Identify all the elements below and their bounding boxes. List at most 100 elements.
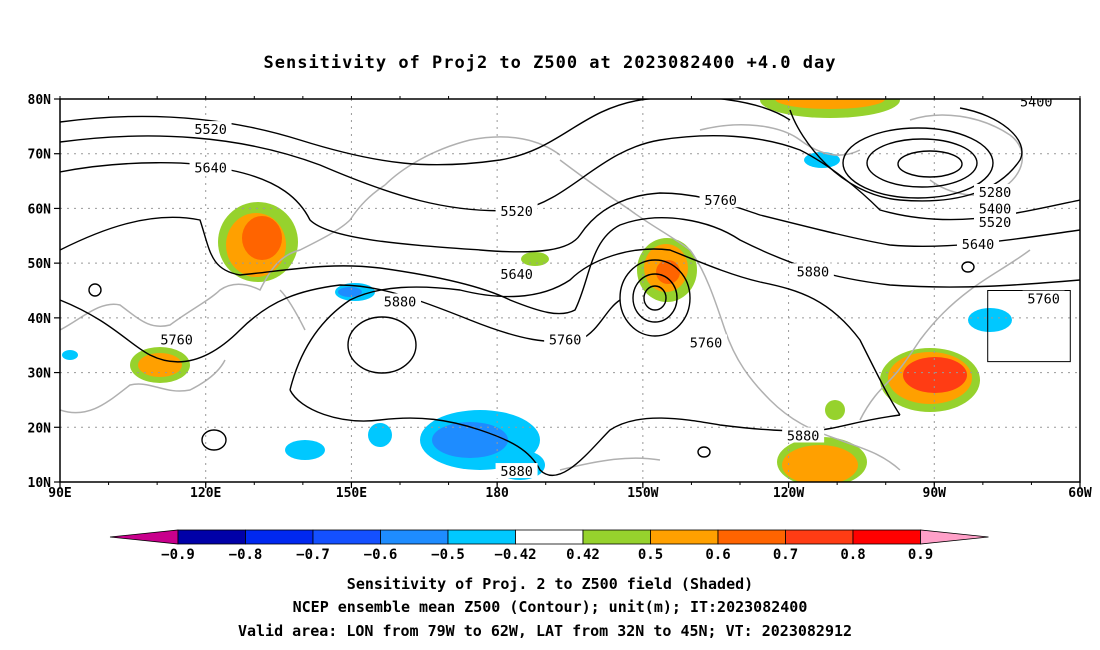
shade-positive-mexico-core bbox=[782, 445, 858, 482]
contour-label: 5520 bbox=[495, 203, 538, 220]
shade-negative-atlantic bbox=[968, 308, 1012, 332]
shade-positive-gulf bbox=[825, 400, 845, 420]
lat-tick-label: 70N bbox=[28, 148, 52, 163]
contour-label: 5640 bbox=[189, 159, 232, 176]
shade-positive-japan-max bbox=[242, 216, 282, 260]
lon-tick-label: 120E bbox=[190, 486, 221, 501]
contour-label: 5760 bbox=[699, 192, 742, 209]
colorbar-cell bbox=[650, 529, 719, 545]
shade-positive-greenland-core bbox=[775, 99, 885, 109]
coastlines bbox=[60, 114, 1031, 471]
contour-label-text: 5880 bbox=[384, 294, 417, 310]
contour-label-text: 5760 bbox=[704, 193, 737, 209]
contour-label-bg bbox=[379, 293, 421, 309]
colorbar-label: 0.7 bbox=[773, 547, 798, 563]
map-background bbox=[60, 99, 1080, 482]
colorbar-label: 0.5 bbox=[638, 547, 663, 563]
contour-label-text: 5880 bbox=[797, 264, 830, 280]
lon-tick-label: 150E bbox=[336, 486, 367, 501]
map-frame bbox=[59, 98, 1081, 483]
colorbar-cell bbox=[447, 529, 516, 545]
caption-line-1: Sensitivity of Proj. 2 to Z500 field (Sh… bbox=[347, 575, 753, 593]
lon-tick-label: 90W bbox=[923, 486, 947, 501]
contour-label-bg bbox=[791, 263, 834, 279]
colorbar-cell bbox=[380, 529, 449, 545]
lon-tick-label: 120W bbox=[773, 486, 804, 501]
contour-label-text: 5280 bbox=[979, 185, 1012, 201]
contour-5880-high bbox=[347, 316, 417, 374]
colorbar-label: −0.6 bbox=[364, 547, 398, 563]
valid-area-box bbox=[987, 290, 1071, 363]
shade-positive-southchina-core bbox=[138, 353, 182, 377]
contour-5880 bbox=[289, 248, 901, 416]
lat-tick-label: 80N bbox=[28, 93, 52, 108]
coast-japan bbox=[279, 289, 306, 331]
colorbar-label: −0.42 bbox=[494, 547, 536, 563]
contour-label: 5760 bbox=[544, 331, 587, 349]
contour-label-text: 5760 bbox=[160, 333, 193, 349]
lat-tick-label: 10N bbox=[28, 476, 52, 491]
coast-canada-arctic bbox=[699, 124, 861, 156]
lat-tick-label: 50N bbox=[28, 257, 52, 272]
lon-tick-label: 180 bbox=[485, 486, 509, 501]
contour-label-text: 5880 bbox=[500, 464, 533, 480]
contour-small-4 bbox=[961, 261, 975, 273]
map-panel: 5520 5640 5520 5640 5760 5880 5760 5760 5760 5880… bbox=[28, 93, 1092, 501]
lat-tick-label: 20N bbox=[28, 421, 52, 436]
contour-label: 5880 bbox=[495, 463, 538, 480]
contour-label-bg bbox=[782, 427, 825, 443]
shade-positive-eastus-max bbox=[903, 357, 967, 393]
colorbar-cell bbox=[245, 529, 314, 545]
shade-negative-westpac bbox=[285, 440, 325, 460]
colorbar-cell bbox=[312, 529, 381, 545]
figure-title: Sensitivity of Proj2 to Z500 at 20230824… bbox=[264, 53, 837, 73]
lat-tick-label: 60N bbox=[28, 202, 52, 217]
colorbar-label: −0.9 bbox=[161, 547, 195, 563]
caption-line-2: NCEP ensemble mean Z500 (Contour); unit(… bbox=[293, 598, 808, 616]
contour-label: 5400 bbox=[974, 200, 1016, 217]
contour-5520 bbox=[60, 135, 1080, 221]
contour-label-bg bbox=[189, 159, 232, 175]
contour-label: 5760 bbox=[1022, 290, 1065, 308]
contour-5460 bbox=[789, 107, 1023, 202]
contour-label: 5520 bbox=[189, 121, 232, 138]
contour-label-bg bbox=[974, 214, 1016, 230]
coast-seasia bbox=[60, 359, 226, 414]
contour-labels: 5520 5640 5520 5640 5760 5880 5760 5760 5760 5880… bbox=[155, 95, 1065, 480]
contour-5640-low bbox=[643, 285, 667, 311]
colorbar-label: 0.8 bbox=[840, 547, 865, 563]
contour-label: 5880 bbox=[791, 263, 834, 280]
colorbar-label: 0.42 bbox=[566, 547, 600, 563]
contour-5400-low bbox=[842, 127, 994, 199]
contour-label-text: 5640 bbox=[500, 267, 533, 283]
contour-5340-low bbox=[866, 138, 978, 188]
contour-label: 5760 bbox=[155, 331, 198, 349]
contour-label-bg bbox=[495, 203, 538, 219]
colorbar-cell bbox=[515, 529, 584, 545]
colorbar-high-extend bbox=[920, 529, 989, 545]
coast-arctic-siberia bbox=[384, 136, 561, 186]
contour-label: 5760 bbox=[685, 334, 727, 351]
contour-label-bg bbox=[1015, 99, 1058, 109]
contour-label-bg bbox=[685, 334, 727, 350]
contour-5640 bbox=[60, 162, 1080, 253]
contour-label-bg bbox=[1022, 290, 1065, 306]
contour-label-bg bbox=[699, 192, 742, 208]
coast-north-america-east bbox=[859, 249, 1031, 421]
contour-label-text: 5400 bbox=[1020, 95, 1053, 111]
colorbar-low-extend bbox=[109, 529, 179, 545]
colorbar-cell bbox=[852, 529, 921, 545]
contour-label-bg bbox=[495, 463, 538, 479]
contour-label-text: 5640 bbox=[194, 160, 227, 176]
contour-label-text: 5520 bbox=[500, 204, 533, 220]
shade-negative-india bbox=[62, 350, 78, 360]
contour-5280-low bbox=[897, 150, 963, 178]
contour-label-text: 5520 bbox=[194, 122, 227, 138]
contour-label-bg bbox=[957, 235, 999, 251]
contour-small-2 bbox=[201, 429, 227, 451]
colorbar-cell bbox=[582, 529, 651, 545]
contour-label: 5640 bbox=[495, 266, 538, 283]
contour-label: 5400 bbox=[1015, 95, 1058, 111]
contour-label-text: 5760 bbox=[690, 335, 723, 351]
